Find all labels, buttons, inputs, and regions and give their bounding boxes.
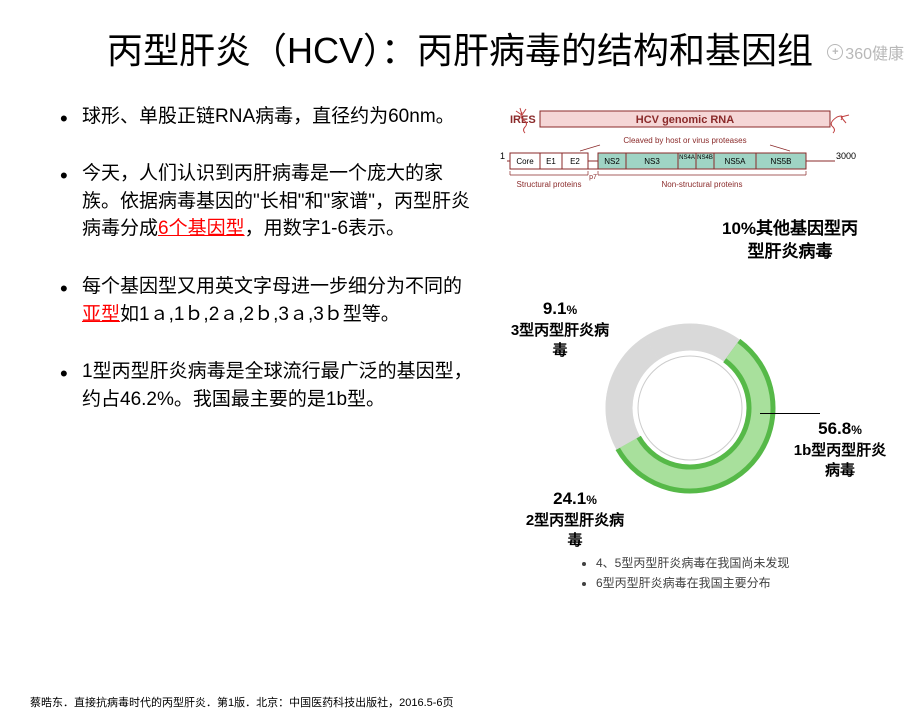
- bullet-text: 每个基因型又用英文字母进一步细分为不同的: [82, 276, 462, 297]
- donut-label-2: 24.1% 2型丙型肝炎病毒: [520, 488, 630, 551]
- bullet-text: ，用数字1-6表示。: [245, 218, 405, 239]
- genome-diagram: HCV genomic RNA IRES Cleaved by host or …: [480, 103, 860, 203]
- svg-text:E1: E1: [546, 157, 556, 166]
- genome-boxes: Core E1 E2 NS2 NS3 NS4A NS4B NS5A NS5B: [510, 153, 806, 169]
- svg-text:E2: E2: [570, 157, 580, 166]
- pct-value: 56.8: [818, 419, 851, 438]
- right-column: HCV genomic RNA IRES Cleaved by host or …: [480, 103, 880, 588]
- list-item: 1型丙型肝炎病毒是全球流行最广泛的基因型，约占46.2%。我国最主要的是1b型。: [60, 358, 480, 413]
- pct-suffix: %: [851, 423, 862, 437]
- donut-label-1b: 56.8% 1b型丙型肝炎病毒: [790, 418, 890, 481]
- donut-chart: 10%其他基因型丙型肝炎病毒 56.8% 1b型丙型肝炎病毒 24.1% 2型丙…: [480, 228, 860, 588]
- svg-text:Structural proteins: Structural proteins: [517, 180, 582, 189]
- page-title: 丙型肝炎（HCV）：丙肝病毒的结构和基因组: [0, 28, 920, 75]
- list-item: 每个基因型又用英文字母进一步细分为不同的亚型如1ａ,1ｂ,2ａ,2ｂ,3ａ,3ｂ…: [60, 273, 480, 328]
- watermark: + 360健康: [827, 40, 904, 64]
- pct-name: 2型丙型肝炎病毒: [520, 511, 630, 552]
- donut-svg: [600, 318, 780, 498]
- pct-value: 10%: [722, 219, 756, 238]
- svg-text:Core: Core: [516, 157, 534, 166]
- bullet-list: 球形、单股正链RNA病毒，直径约为60nm。 今天，人们认识到丙肝病毒是一个庞大…: [60, 103, 480, 413]
- bullet-text: 如1ａ,1ｂ,2ａ,2ｂ,3ａ,3ｂ型等。: [120, 304, 400, 325]
- genome-cleave: Cleaved by host or virus proteases: [623, 136, 746, 145]
- pct-name: 1b型丙型肝炎病毒: [790, 441, 890, 482]
- list-item: 球形、单股正链RNA病毒，直径约为60nm。: [60, 103, 480, 131]
- bullet-text: 1型丙型肝炎病毒是全球流行最广泛的基因型，约占46.2%。我国最主要的是1b型。: [82, 361, 473, 410]
- left-column: 球形、单股正链RNA病毒，直径约为60nm。 今天，人们认识到丙肝病毒是一个庞大…: [60, 103, 480, 588]
- footnote-item: 4、5型丙型肝炎病毒在我国尚未发现: [596, 554, 860, 573]
- genome-title: HCV genomic RNA: [636, 114, 734, 126]
- watermark-text: 360健康: [845, 40, 904, 64]
- pct-suffix: %: [566, 303, 577, 317]
- donut-label-other: 10%其他基因型丙型肝炎病毒: [720, 218, 860, 264]
- donut-label-3: 9.1% 3型丙型肝炎病毒: [510, 298, 610, 361]
- bullet-highlight: 6个基因型: [158, 218, 245, 239]
- footnotes: 4、5型丙型肝炎病毒在我国尚未发现 6型丙型肝炎病毒在我国主要分布: [580, 554, 860, 592]
- pct-value: 9.1: [543, 299, 567, 318]
- genome-left-num: 1: [500, 151, 505, 161]
- plus-icon: +: [827, 44, 843, 60]
- genome-right-num: 3000: [836, 151, 856, 161]
- svg-text:Non-structural proteins: Non-structural proteins: [662, 180, 743, 189]
- svg-text:NS4B: NS4B: [697, 155, 713, 161]
- pct-suffix: %: [586, 493, 597, 507]
- svg-text:p7: p7: [589, 174, 597, 181]
- pct-value: 24.1: [553, 489, 586, 508]
- pct-name: 其他基因型丙型肝炎病毒: [748, 219, 859, 261]
- citation: 蔡晧东．直接抗病毒时代的丙型肝炎．第1版．北京：中国医药科技出版社，2016.5…: [30, 694, 454, 710]
- list-item: 今天，人们认识到丙肝病毒是一个庞大的家族。依据病毒基因的"长相"和"家谱"，丙型…: [60, 160, 480, 243]
- svg-text:NS4A: NS4A: [679, 155, 695, 161]
- svg-text:NS2: NS2: [604, 157, 620, 166]
- bullet-highlight: 亚型: [82, 304, 120, 325]
- svg-text:NS5A: NS5A: [725, 157, 747, 166]
- pct-name: 3型丙型肝炎病毒: [510, 321, 610, 362]
- svg-text:NS5B: NS5B: [771, 157, 792, 166]
- bullet-text: 球形、单股正链RNA病毒，直径约为60nm。: [82, 106, 455, 127]
- footnote-item: 6型丙型肝炎病毒在我国主要分布: [596, 574, 860, 593]
- svg-text:NS3: NS3: [644, 157, 660, 166]
- content-row: 球形、单股正链RNA病毒，直径约为60nm。 今天，人们认识到丙肝病毒是一个庞大…: [0, 103, 920, 588]
